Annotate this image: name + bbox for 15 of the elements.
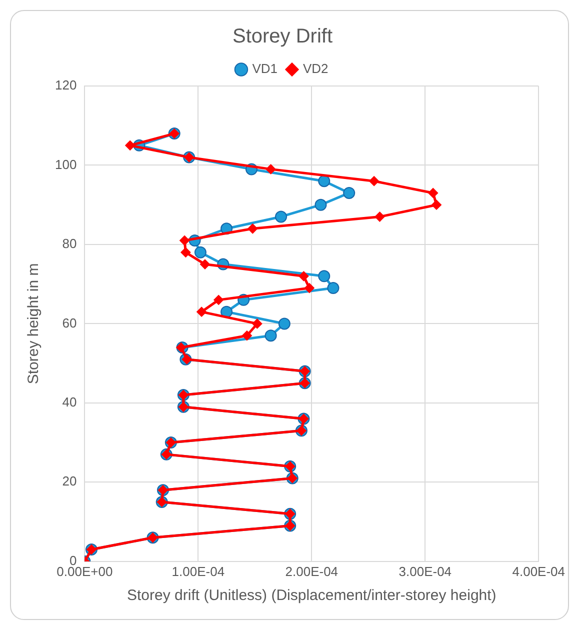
y-axis-title: Storey height in m <box>25 263 42 384</box>
chart-title: Storey Drift <box>232 26 333 48</box>
x-tick-label: 1.00E-04 <box>172 564 225 579</box>
x-tick-label: 2.00E-04 <box>285 564 338 579</box>
y-tick-label: 60 <box>62 315 77 330</box>
y-tick-label: 120 <box>54 78 77 93</box>
y-tick-label: 20 <box>62 474 77 489</box>
legend-label: VD2 <box>303 61 328 76</box>
x-tick-label: 3.00E-04 <box>398 564 452 579</box>
legend-label: VD1 <box>252 61 278 76</box>
x-tick-label: 4.00E-04 <box>512 564 565 579</box>
y-tick-label: 100 <box>54 156 77 172</box>
y-tick-label: 80 <box>62 236 77 252</box>
x-axis-title: Storey drift (Unitless) (Displacement/inter-storey height) <box>127 587 496 604</box>
y-tick-label: 40 <box>62 394 77 410</box>
